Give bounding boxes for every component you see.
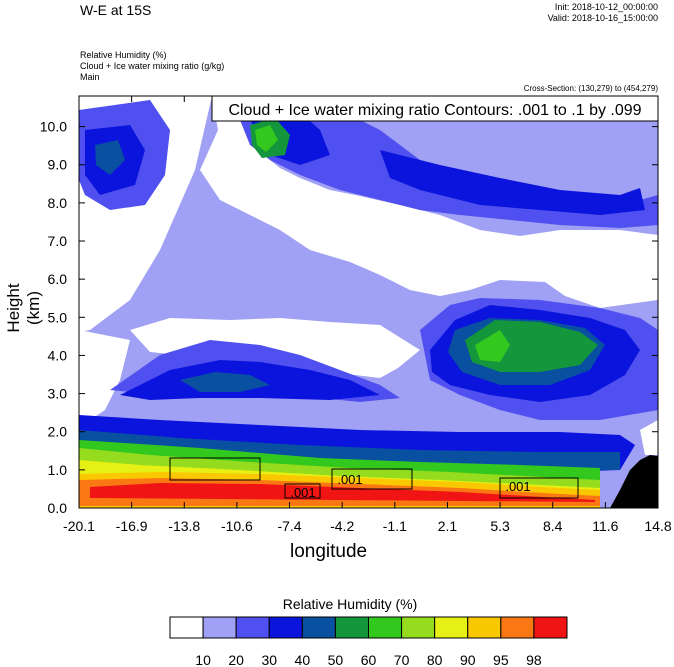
colorbar-swatch: [268, 616, 303, 639]
y-tick-label: 6.0: [48, 271, 68, 287]
contour-labels: .001 .001 .001: [290, 472, 530, 500]
x-tick-label: 5.3: [490, 518, 510, 534]
contour-label: .001: [290, 485, 315, 500]
field-label-rh: Relative Humidity (%): [80, 50, 167, 60]
x-tick-label: 8.4: [543, 518, 563, 534]
y-tick-label: 2.0: [48, 424, 68, 440]
colorbar-level-label: 40: [295, 652, 311, 667]
y-tick-label: 7.0: [48, 233, 68, 249]
x-tick-label: -1.1: [383, 518, 407, 534]
valid-time: Valid: 2018-10-16_15:00:00: [547, 13, 658, 23]
y-axis: 0.0 1.0 2.0 3.0 4.0 5.0 6.0 7.0 8.0 9.0 10.0: [40, 119, 658, 516]
colorbar-title: Relative Humidity (%): [282, 596, 418, 612]
x-axis: -20.1 -16.9 -13.8 -10.6 -7.4 -4.2 -1.1 2.1 5.3 8.…: [63, 96, 672, 534]
y-tick-label: 9.0: [48, 157, 68, 173]
colorbar-level-label: 30: [261, 652, 277, 667]
colorbar-level-label: 10: [195, 652, 211, 667]
colorbar-swatch: [334, 616, 369, 639]
init-time: Init: 2018-10-12_00:00:00: [554, 2, 658, 12]
colorbar-swatch: [235, 616, 270, 639]
colorbar-level-label: 90: [460, 652, 476, 667]
y-tick-label: 5.0: [48, 309, 68, 325]
y-axis-label: Height (km): [4, 283, 43, 333]
plot-title: W-E at 15S: [80, 2, 152, 18]
x-tick-label: -13.8: [168, 518, 200, 534]
field-label-main: Main: [80, 72, 100, 82]
contour-label: .001: [505, 479, 530, 494]
x-tick-label: -20.1: [63, 518, 95, 534]
contour-label: .001: [337, 472, 362, 487]
y-tick-label: 3.0: [48, 386, 68, 402]
y-tick-label: 1.0: [48, 462, 68, 478]
y-tick-label: 10.0: [40, 119, 67, 135]
y-tick-label: 8.0: [48, 195, 68, 211]
colorbar-level-label: 80: [427, 652, 443, 667]
colorbar-swatch: [301, 616, 336, 639]
colorbar-level-label: 60: [361, 652, 377, 667]
x-tick-label: -7.4: [277, 518, 301, 534]
colorbar-swatch: [169, 616, 204, 639]
colorbar-level-label: 95: [493, 652, 509, 667]
colorbar: 10 20 30 40 50 60 70 80 90 95 98: [169, 616, 568, 667]
x-tick-label: 14.8: [644, 518, 671, 534]
x-axis-label: longitude: [290, 541, 368, 562]
x-tick-label: 2.1: [438, 518, 458, 534]
colorbar-swatch: [202, 616, 237, 639]
x-tick-label: -10.6: [221, 518, 253, 534]
colorbar-swatch: [401, 616, 436, 639]
colorbar-level-label: 50: [328, 652, 344, 667]
colorbar-swatch: [434, 616, 469, 639]
cross-section-label: Cross-Section: (130,279) to (454,279): [523, 84, 658, 93]
y-tick-label: 4.0: [48, 347, 68, 363]
colorbar-swatch: [533, 616, 568, 639]
x-tick-label: 11.6: [592, 518, 618, 534]
colorbar-swatch: [368, 616, 403, 639]
y-tick-label: 0.0: [48, 500, 68, 516]
colorbar-level-label: 20: [228, 652, 244, 667]
colorbar-level-label: 98: [526, 652, 542, 667]
contour-field: [79, 96, 658, 508]
contour-info: Cloud + Ice water mixing ratio Contours:…: [228, 102, 641, 119]
x-tick-label: -16.9: [116, 518, 148, 534]
contour-info-box: [211, 95, 659, 122]
colorbar-level-label: 70: [394, 652, 410, 667]
colorbar-swatch: [467, 616, 502, 639]
colorbar-swatch: [500, 616, 535, 639]
field-label-qcloud: Cloud + Ice water mixing ratio (g/kg): [80, 61, 225, 71]
x-tick-label: -4.2: [330, 518, 354, 534]
